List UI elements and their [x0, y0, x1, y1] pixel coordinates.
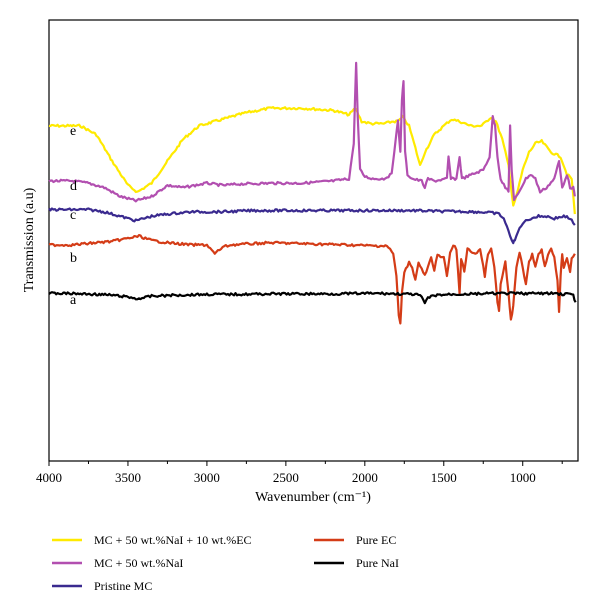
x-tick-label: 1500: [431, 470, 457, 485]
x-tick-label: 2500: [273, 470, 299, 485]
legend: MC + 50 wt.%NaI + 10 wt.%EC MC + 50 wt.%N…: [52, 533, 399, 593]
series-line: [48, 105, 576, 215]
legend-label: MC + 50 wt.%NaI + 10 wt.%EC: [94, 533, 252, 547]
plot-frame: [48, 19, 579, 462]
x-tick-label: 2000: [352, 470, 378, 485]
x-tick-label: 1000: [510, 470, 536, 485]
trace-label: a: [70, 293, 77, 308]
x-axis: 4000 3500 3000 2500 2000 1500 1000: [36, 461, 563, 485]
x-tick-label: 4000: [36, 470, 62, 485]
trace-label-layer: e dc b a: [70, 124, 77, 308]
x-axis-title: Wavenumber (cm⁻¹): [255, 490, 371, 505]
y-axis-title: Transmission (a.u): [22, 187, 37, 292]
trace-label: d: [70, 179, 77, 194]
trace-label: e: [70, 124, 76, 139]
series-line: [48, 291, 577, 305]
legend-label: Pure NaI: [356, 556, 399, 570]
legend-label: MC + 50 wt.%NaI: [94, 556, 183, 570]
series-layer: [48, 61, 577, 325]
plot-area: e dc b a: [48, 19, 579, 462]
x-tick-label: 3500: [115, 470, 141, 485]
series-line: [48, 207, 576, 245]
trace-label: c: [70, 208, 76, 223]
trace-label: b: [70, 251, 77, 266]
series-line: [48, 61, 576, 203]
legend-label: Pure EC: [356, 533, 396, 547]
legend-label: Pristine MC: [94, 579, 152, 593]
series-line: [48, 233, 576, 325]
x-tick-label: 3000: [194, 470, 220, 485]
